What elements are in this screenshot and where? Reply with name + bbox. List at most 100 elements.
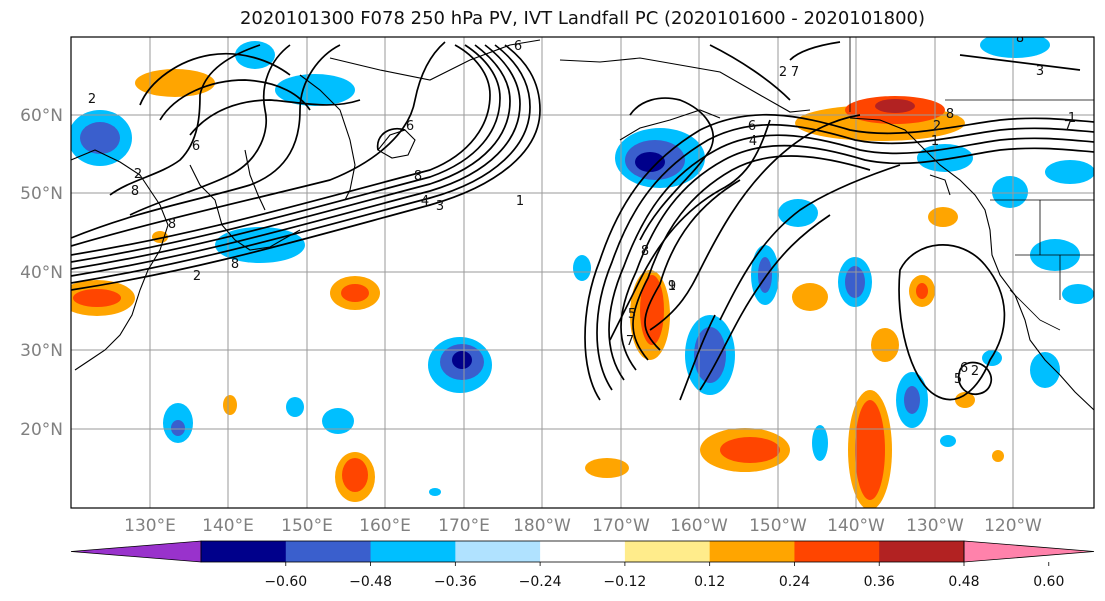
negative-anomaly-blob [838, 257, 872, 307]
latitude-label: 50°N [20, 184, 63, 204]
contour-label: 6 [514, 39, 522, 54]
negative-anomaly-blob [275, 74, 355, 106]
negative-anomaly-blob [685, 315, 735, 395]
negative-anomaly-blob [573, 255, 591, 281]
positive-anomaly-blob [992, 450, 1004, 462]
colorbar-segment [709, 541, 795, 562]
longitude-label: 150°E [281, 516, 333, 536]
contour-label: 8 [131, 184, 139, 199]
contour-label: 8 [414, 169, 422, 184]
coastlines [71, 39, 1094, 411]
longitude-label: 170°W [592, 516, 650, 536]
latitude-label: 40°N [20, 263, 63, 283]
latitude-label: 60°N [20, 106, 63, 126]
negative-anomaly-blob [980, 37, 1050, 58]
contour-label: 8 [1016, 31, 1024, 46]
colorbar-segment [540, 541, 626, 562]
positive-anomaly-blob [335, 452, 375, 502]
positive-anomaly-blob [223, 395, 237, 415]
contour-label: 2 [134, 167, 142, 182]
negative-anomaly-blob [812, 425, 828, 461]
contour-label: 3 [436, 199, 444, 214]
negative-anomaly-blob [286, 397, 304, 417]
colorbar-tick-label: −0.60 [264, 574, 307, 590]
colorbar-tick-label: −0.48 [349, 574, 392, 590]
contour-label: 8 [231, 257, 239, 272]
colorbar-segment [624, 541, 711, 562]
contour-label: 5 [628, 307, 636, 322]
positive-anomaly-core [916, 283, 928, 299]
negative-anomaly-core [171, 420, 185, 436]
latitude-label: 30°N [20, 341, 63, 361]
contour-label: 9 [668, 279, 676, 294]
positive-anomaly-blob [630, 270, 670, 360]
positive-anomaly-blob [700, 428, 790, 472]
longitude-label: 140°E [202, 516, 254, 536]
contour-label: 1 [1068, 111, 1076, 126]
longitude-label: 180°W [513, 516, 571, 536]
colorbar-segment [879, 541, 965, 562]
boundaries [849, 37, 1094, 331]
contour-label: 5 [954, 372, 962, 387]
colorbar-segment [455, 541, 541, 562]
contour-label: 8 [641, 244, 649, 259]
positive-anomaly-blob [585, 458, 629, 478]
contour-label: 6 [960, 361, 968, 376]
negative-anomaly-blob [896, 372, 928, 428]
contour-label: 7 [791, 65, 799, 80]
contour-label: 6 [406, 119, 414, 134]
latitude-labels: 60°N 50°N 40°N 30°N 20°N [20, 106, 63, 440]
contour-label: 2 [193, 269, 201, 284]
latitude-label: 20°N [20, 420, 63, 440]
longitude-label: 160°E [359, 516, 411, 536]
negative-anomaly-blob [751, 245, 779, 305]
colorbar-segment [201, 541, 287, 562]
contour-label: 2 [88, 92, 96, 107]
negative-anomaly-blob [1030, 352, 1060, 388]
map-frame [70, 36, 1095, 509]
map-title: 2020101300 F078 250 hPa PV, IVT Landfall… [239, 8, 926, 29]
negative-anomaly-blob [428, 337, 492, 393]
contour-label: 4 [421, 194, 429, 209]
longitude-labels: 130°E 140°E 150°E 160°E 170°E 180°W 170°W 160°W… [124, 516, 1042, 536]
negative-anomaly-blob [940, 435, 956, 447]
contour-label: 1 [668, 279, 676, 294]
negative-anomaly-blob [1045, 160, 1094, 184]
contour-label: 7 [1064, 119, 1072, 134]
positive-anomaly-blob [848, 390, 892, 508]
contour-label: 6 [748, 119, 756, 134]
colorbar-tick-label: 0.48 [948, 574, 979, 590]
contour-label: 3 [1036, 64, 1044, 79]
pv-contours [71, 41, 1094, 401]
positive-anomaly-blob [871, 328, 899, 362]
negative-anomaly-blob [71, 110, 132, 166]
longitude-label: 150°W [749, 516, 807, 536]
colorbar-segment [794, 541, 880, 562]
positive-anomaly-blob [955, 392, 975, 408]
negative-anomaly-blob [322, 408, 354, 434]
negative-anomaly-blob [429, 488, 441, 496]
positive-anomaly-blob [928, 207, 958, 227]
contour-label: 2 [933, 119, 941, 134]
negative-anomaly-blob [992, 176, 1028, 208]
colorbar-outline [200, 540, 965, 563]
contour-label: 8 [168, 217, 176, 232]
contour-label: 2 [971, 364, 979, 379]
colorbar-segment [370, 541, 456, 562]
contour-label: 1 [516, 194, 524, 209]
contour-label: 1 [931, 134, 939, 149]
longitude-label: 130°W [906, 516, 964, 536]
contour-label: 2 [779, 65, 787, 80]
colorbar-tick-label: −0.12 [603, 574, 646, 590]
contour-label: 4 [749, 134, 757, 149]
colorbar-segment [285, 541, 372, 562]
colorbar-tick-labels: −0.60 −0.48 −0.36 −0.24 −0.12 0.12 0.24 0.36 0.4… [264, 562, 1064, 590]
positive-anomaly-blob [792, 283, 828, 311]
positive-anomaly-blob [71, 280, 135, 316]
colorbar-tick-label: −0.24 [519, 574, 562, 590]
pv-anomaly-shading [71, 37, 1094, 508]
contour-label: 8 [946, 107, 954, 122]
contour-label: 7 [626, 334, 634, 349]
longitude-label: 130°E [124, 516, 176, 536]
